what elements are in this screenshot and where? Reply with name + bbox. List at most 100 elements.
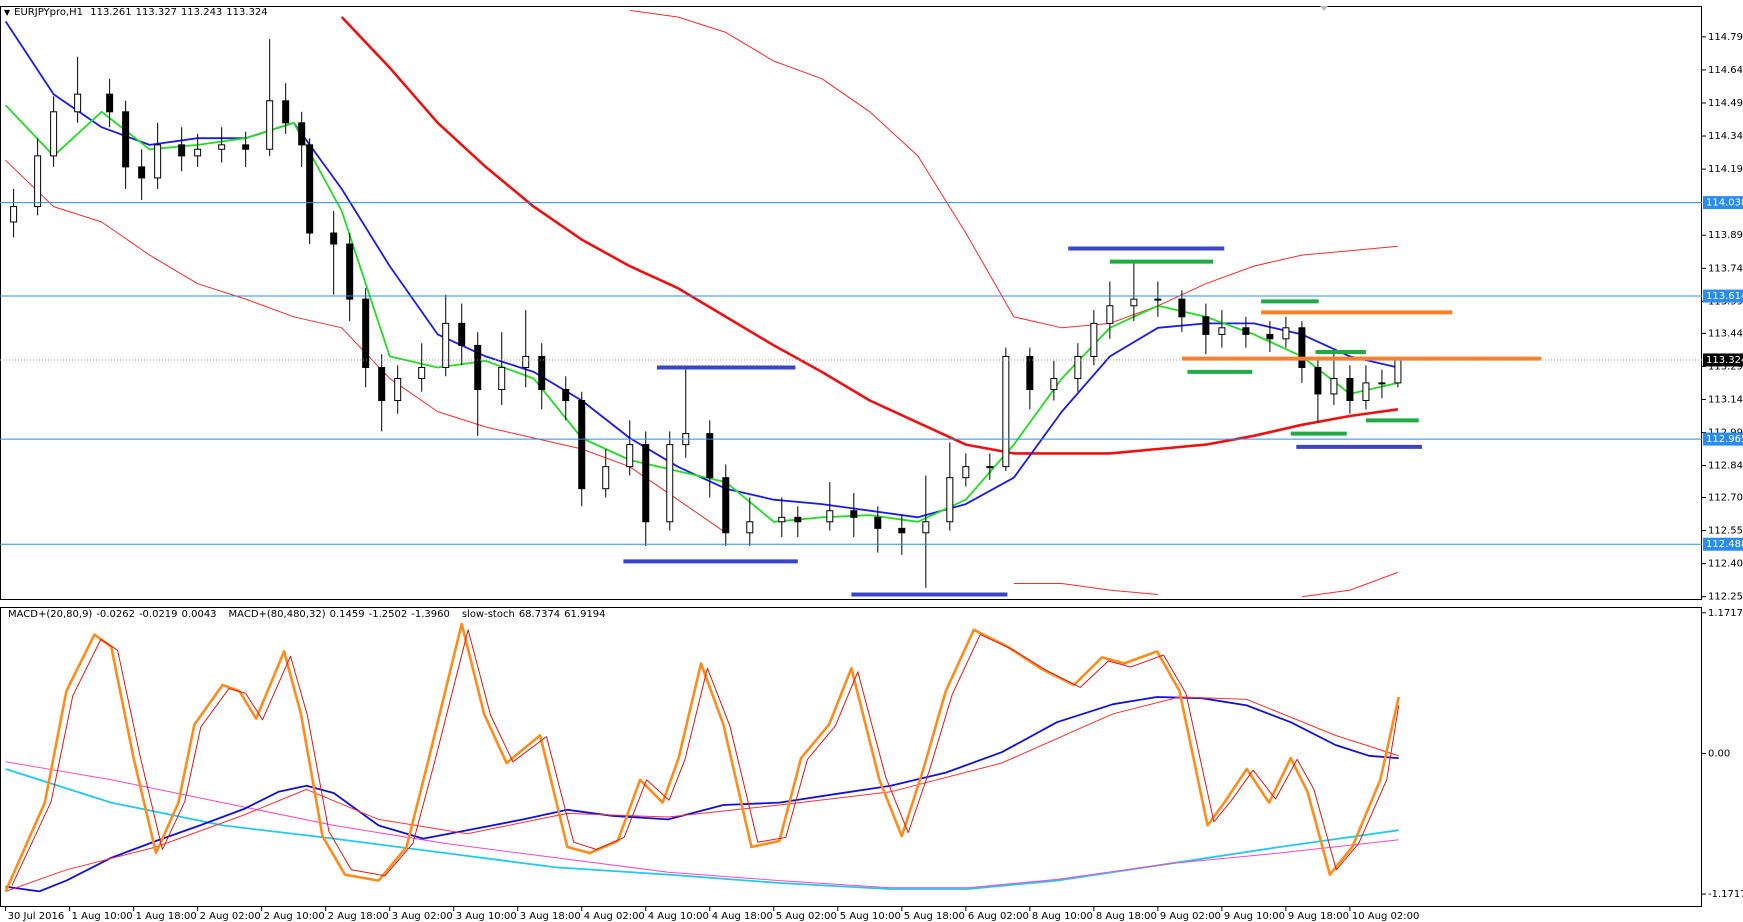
x-tick-label: 9 Aug 18:00 (1288, 911, 1349, 922)
x-tick-label: 1 Aug 18:00 (136, 911, 197, 922)
plot-layer (4, 622, 1400, 893)
candle-body (1330, 377, 1338, 395)
y-tick-label: 112.400 (1708, 559, 1743, 570)
candle-body (1202, 316, 1210, 335)
candle-body (266, 100, 274, 150)
candle-body (34, 155, 42, 208)
candle-body (1218, 327, 1226, 335)
x-tick-label: 6 Aug 02:00 (968, 911, 1029, 922)
candle-body (1242, 327, 1250, 335)
symbol-title: EURJPYpro,H1 (14, 7, 84, 18)
x-tick-label: 9 Aug 02:00 (1160, 911, 1221, 922)
candle-body (178, 144, 186, 157)
price-header: ▼ EURJPYpro,H1 113.261 113.327 113.243 113.3… (4, 7, 272, 18)
price-label: 113.614 (1706, 291, 1743, 302)
candle-body (242, 144, 250, 150)
candle-body (138, 166, 146, 179)
candle-body (1050, 377, 1058, 391)
indicator-line (340, 16, 1399, 455)
candle-body (74, 93, 82, 113)
candle-body (1378, 382, 1386, 385)
ohlc-value: 113.243 (180, 7, 223, 18)
indicator-line (5, 696, 1399, 893)
candle-body (330, 232, 338, 245)
candle-body (522, 355, 530, 368)
indicator-value: -1.3960 (411, 609, 450, 620)
indicator-line (5, 768, 1399, 890)
y-tick-label: 112.250 (1708, 592, 1743, 603)
candle-body (1154, 298, 1162, 301)
indicator-value: 0.1459 (329, 609, 365, 620)
x-tick-label: 3 Aug 10:00 (456, 911, 517, 922)
candle-body (1282, 327, 1290, 340)
candle-body (1002, 355, 1010, 468)
candle-body (538, 355, 546, 391)
indicator-name: MACD+(20,80,9) (8, 609, 93, 620)
price-label: 112.965 (1706, 434, 1743, 445)
candle-body (122, 111, 130, 168)
indicator-line (11, 629, 1400, 886)
x-tick-label: 9 Aug 10:00 (1224, 911, 1285, 922)
menu-arrow: ▼ (4, 8, 11, 17)
x-tick-label: 1 Aug 10:00 (72, 911, 133, 922)
candle-body (922, 521, 930, 534)
candle-body (642, 444, 650, 523)
indicator-name: MACD+(80,480,32) (228, 609, 326, 620)
candle-body (394, 377, 402, 402)
candle-body (1178, 298, 1186, 318)
candle-body (1314, 366, 1322, 395)
candle-body (498, 366, 506, 391)
indicator-line (5, 761, 1399, 889)
indicator-name: slow-stoch (461, 609, 515, 620)
x-tick-label: 4 Aug 02:00 (584, 911, 645, 922)
y-tick-label: 114.640 (1708, 65, 1743, 76)
candle-body (474, 344, 482, 391)
indicator-value: -1.2502 (368, 609, 408, 620)
plot-layer (4, 9, 1542, 598)
current-price-label: 113.324 (1706, 355, 1743, 366)
y-tick-label: 114.790 (1708, 32, 1743, 43)
candle-body (778, 516, 786, 523)
candle-body (874, 516, 882, 529)
candle-body (378, 366, 386, 402)
candle-body (106, 93, 114, 113)
x-tick-label: 2 Aug 10:00 (264, 911, 325, 922)
candle-body (1026, 355, 1034, 391)
candle-body (706, 433, 714, 479)
y-tick-label: 113.890 (1708, 230, 1743, 241)
candle-body (282, 100, 290, 124)
candle-body (602, 466, 610, 490)
price-label: 112.488 (1706, 539, 1743, 550)
candle-body (418, 366, 426, 379)
ohlc-value: 113.261 (90, 7, 132, 18)
x-tick-label: 4 Aug 18:00 (712, 911, 773, 922)
indicator-value: -0.0219 (138, 609, 178, 620)
indicator-line (4, 104, 1399, 523)
candle-body (306, 144, 314, 234)
candle-body (154, 144, 162, 179)
indicator-line (4, 622, 1400, 892)
y-tick-label: 113.445 (1708, 328, 1743, 339)
x-tick-label: 10 Aug 02:00 (1352, 911, 1419, 922)
candle-body (10, 206, 18, 223)
candle-body (1130, 298, 1138, 307)
y-tick-label: 112.845 (1708, 461, 1743, 472)
candle-body (562, 389, 570, 402)
price-label: 114.038 (1706, 198, 1743, 209)
ohlc-value: 113.324 (226, 7, 268, 18)
candle-body (962, 466, 970, 479)
ohlc-value: 113.327 (135, 7, 177, 18)
candle-body (1266, 333, 1274, 340)
candle-body (850, 510, 858, 518)
y-tick-label: 114.490 (1708, 98, 1743, 109)
price-label-bg (1703, 196, 1743, 210)
price-panel-frame (0, 6, 1702, 600)
x-tick-label: 2 Aug 02:00 (200, 911, 261, 922)
indicator-line (5, 696, 1399, 892)
candle-body (898, 527, 906, 534)
y-tick-label: -1.1717 (1708, 889, 1743, 900)
y-tick-label: 1.1717 (1708, 608, 1743, 619)
indicator-value: 0.0043 (181, 609, 217, 620)
